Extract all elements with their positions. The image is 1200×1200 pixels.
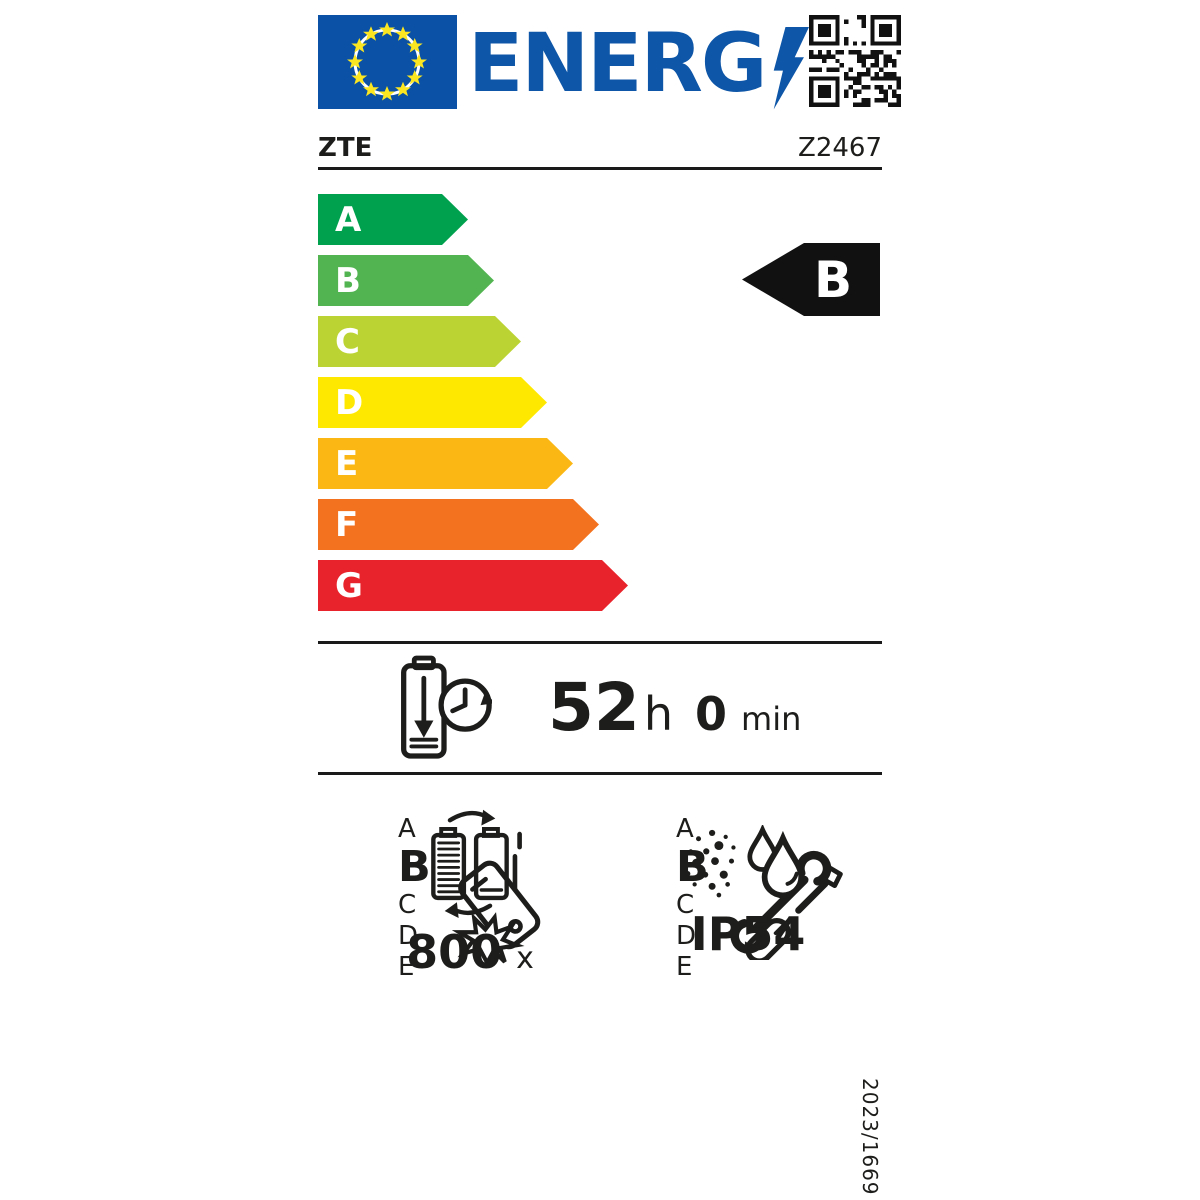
- endurance-hours-unit: h: [643, 687, 674, 741]
- eu-flag-icon: [318, 15, 457, 109]
- battery-endurance-section: 52 h 0 min: [318, 644, 882, 772]
- scale-letter: D: [335, 382, 364, 423]
- scale-arrow-g: G: [318, 560, 628, 611]
- scale-arrow-f: F: [318, 499, 599, 550]
- dust-water-icon: [685, 825, 805, 899]
- wrench-screwdriver-icon: [730, 850, 843, 960]
- endurance-minutes: 0: [695, 687, 728, 741]
- divider: [318, 772, 882, 775]
- class-letter: D: [398, 920, 419, 951]
- class-letter: A: [676, 813, 694, 844]
- scale-letter: G: [335, 565, 363, 606]
- divider: [318, 641, 882, 644]
- brand-row: ZTE Z2467: [318, 133, 882, 170]
- scale-letter: E: [335, 443, 359, 484]
- regulation-number: 2023/1669: [858, 1078, 882, 1196]
- ip-rating-section: IP54: [658, 805, 838, 957]
- scale-letter: B: [335, 260, 361, 301]
- class-letter: D: [676, 920, 697, 951]
- class-letter: B: [398, 841, 431, 892]
- efficiency-scale: A B C D E F G B: [318, 194, 882, 611]
- supplier-name: ZTE: [318, 133, 373, 163]
- endurance-hours: 52: [548, 669, 640, 746]
- drop-resistance-scale: A B C D E: [398, 814, 438, 983]
- battery-clock-icon: [401, 655, 492, 759]
- class-letter: E: [676, 951, 693, 982]
- ip-rating-value: IP54: [691, 911, 806, 957]
- scale-letter: C: [335, 321, 360, 362]
- cycles-unit: x: [516, 941, 534, 976]
- repairability-section: A B C D E: [600, 795, 882, 1001]
- scale-letter: F: [335, 504, 359, 545]
- scale-arrow-d: D: [318, 377, 547, 428]
- label-header: ENERG: [318, 15, 902, 111]
- energy-logo-text: ENERG: [468, 17, 767, 111]
- scale-arrow-e: E: [318, 438, 573, 489]
- rating-grade: B: [814, 250, 853, 309]
- class-letter: C: [676, 889, 695, 920]
- attributes-grid: A B C D E A B C: [318, 795, 882, 1189]
- drop-resistance-section: A B C D E: [318, 795, 600, 1001]
- battery-cycles-value: 800 x: [406, 929, 534, 976]
- endurance-value: 52 h 0 min: [548, 669, 802, 746]
- ip-code: IP54: [690, 907, 806, 961]
- battery-cycle-icon: [431, 809, 509, 918]
- lightning-bolt-icon: [774, 27, 810, 110]
- scale-arrow-b: B: [318, 255, 494, 306]
- endurance-minutes-unit: min: [741, 700, 802, 738]
- scale-arrow-a: A: [318, 194, 468, 245]
- class-letter: E: [398, 951, 415, 982]
- rating-indicator-arrow: B: [742, 243, 880, 316]
- cycles-number: 800: [406, 925, 503, 979]
- scale-letter: A: [335, 199, 362, 240]
- qr-code: [809, 15, 902, 107]
- scale-arrow-c: C: [318, 316, 521, 367]
- battery-cycles-section: 800 x: [380, 805, 560, 976]
- class-letter: A: [398, 813, 416, 844]
- energy-label: ENERG ZTE Z2467 A B C D E F G B: [318, 15, 902, 1189]
- model-identifier: Z2467: [798, 133, 882, 163]
- class-letter: C: [398, 889, 417, 920]
